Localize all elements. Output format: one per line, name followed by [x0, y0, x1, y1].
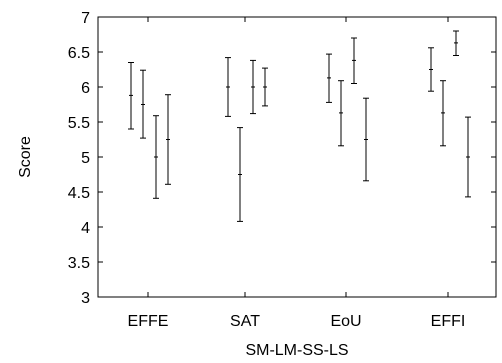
y-tick-label: 6.5	[68, 45, 90, 62]
y-axis: 3 3.5 4 4.5 5 5.5 6 6.5 7	[68, 10, 496, 307]
error-bar	[153, 115, 159, 199]
error-bar	[140, 69, 146, 139]
y-axis-label: Score	[17, 136, 34, 178]
y-tick-label: 4.5	[68, 185, 90, 202]
error-bar	[428, 47, 434, 92]
error-bar	[465, 116, 471, 198]
error-bar	[326, 53, 332, 103]
error-bar	[351, 37, 357, 84]
error-bar	[128, 62, 134, 130]
error-bar	[225, 57, 231, 117]
error-bar	[338, 80, 344, 147]
y-tick-label: 5.5	[68, 115, 90, 132]
x-tick-label: EFFI	[431, 313, 466, 330]
chart-marks	[128, 30, 471, 222]
error-bar	[237, 127, 243, 222]
y-tick-label: 4	[81, 220, 90, 237]
x-tick-label: SAT	[230, 313, 260, 330]
error-bar	[453, 30, 459, 56]
error-bar	[363, 97, 369, 182]
y-tick-label: 5	[81, 150, 90, 167]
x-tick-label: EoU	[330, 313, 361, 330]
x-tick-label: EFFE	[128, 313, 169, 330]
error-bar	[440, 80, 446, 147]
y-tick-label: 3.5	[68, 255, 90, 272]
error-bar	[262, 67, 268, 107]
y-tick-label: 3	[81, 290, 90, 307]
error-bar	[250, 59, 256, 115]
y-tick-label: 6	[81, 80, 90, 97]
x-axis: EFFE SAT EoU EFFI	[128, 17, 466, 330]
error-bar	[165, 94, 171, 185]
x-axis-label: SM-LM-SS-LS	[245, 342, 348, 359]
y-tick-label: 7	[81, 10, 90, 27]
